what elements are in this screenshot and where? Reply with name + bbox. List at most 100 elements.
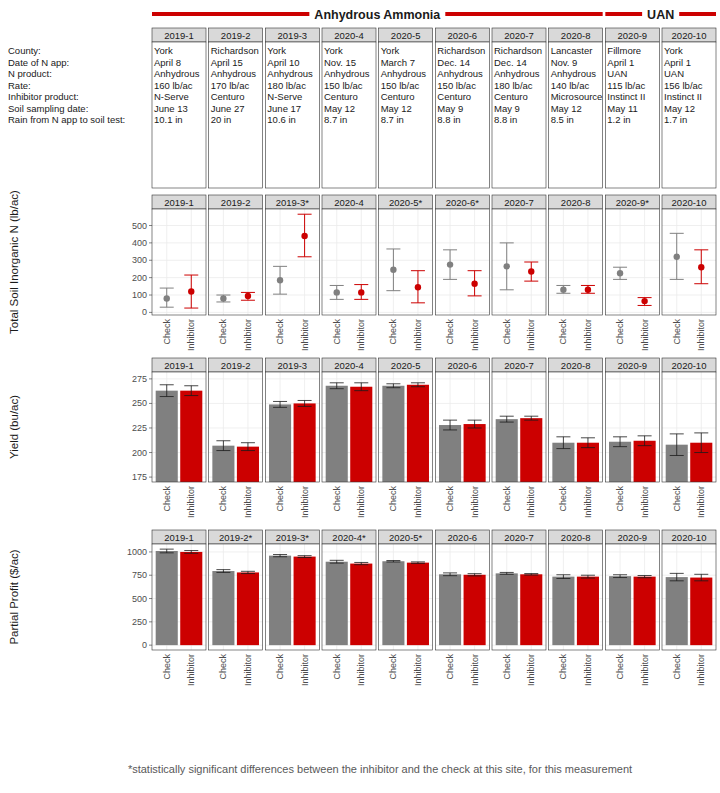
grid-line	[549, 225, 603, 226]
info-strip-title: 2020-8	[561, 30, 591, 41]
info-value: 150 lb/ac	[324, 80, 363, 91]
error-bar	[411, 271, 425, 303]
info-value: 1.7 in	[664, 114, 687, 125]
grid-line	[435, 225, 489, 226]
strip-title: 2020-4*	[332, 532, 366, 543]
error-bar	[330, 383, 344, 389]
info-value: 160 lb/ac	[154, 80, 193, 91]
grid-line	[492, 378, 546, 379]
error-bar-cap	[638, 575, 652, 576]
bar	[552, 443, 574, 482]
info-value: 115 lb/ac	[607, 80, 645, 91]
grid-line	[492, 242, 546, 243]
error-bar	[443, 573, 457, 576]
grid-line	[549, 575, 603, 576]
bar	[407, 385, 429, 482]
grid-line	[492, 312, 546, 313]
point	[390, 267, 396, 273]
panel-border	[209, 544, 263, 650]
error-bar	[638, 576, 652, 578]
error-bar	[411, 562, 425, 563]
error-bar-cap	[556, 578, 570, 579]
panel-border	[379, 544, 433, 650]
error-bar-cap	[694, 249, 708, 250]
error-bar-cap	[354, 564, 368, 565]
panel-border	[265, 544, 319, 650]
grid-line	[549, 378, 603, 379]
y-tick	[149, 645, 152, 646]
error-bar-cap	[638, 435, 652, 436]
error-bar-stem	[450, 420, 451, 430]
error-bar	[411, 383, 425, 387]
strip-title: 2020-5	[391, 360, 421, 371]
error-bar-cap	[556, 448, 570, 449]
grid-line	[379, 312, 433, 313]
info-row-label: N product:	[8, 68, 52, 79]
error-bar-cap	[638, 577, 652, 578]
grid-line	[435, 403, 489, 404]
strip	[322, 195, 376, 209]
x-tick-label: Inhibitor	[526, 486, 536, 518]
marks	[156, 549, 203, 645]
error-bar	[556, 575, 570, 579]
grid-line	[379, 551, 433, 552]
info-value: April 1	[664, 57, 691, 68]
error-bar-cap	[500, 422, 514, 423]
point	[585, 287, 591, 293]
marks	[552, 575, 599, 645]
error-bar-cap	[298, 256, 312, 257]
error-bar	[500, 572, 514, 574]
error-bar-cap	[411, 270, 425, 271]
error-bar-stem	[304, 400, 305, 406]
plot-bg	[662, 544, 716, 650]
plot-bg	[549, 544, 603, 650]
grid-line	[549, 312, 603, 313]
y-tick-label: 500	[132, 221, 147, 231]
x-tick-label: Inhibitor	[243, 654, 253, 686]
error-bar-stem	[701, 574, 702, 581]
info-strip	[435, 28, 489, 42]
error-bar	[524, 574, 538, 575]
y-tick	[149, 598, 152, 599]
info-strip-title: 2020-7	[504, 30, 534, 41]
error-bar-cap	[273, 554, 287, 555]
x-tick-label: Inhibitor	[696, 319, 706, 351]
error-bar	[613, 267, 627, 279]
info-value: Instinct II	[607, 91, 645, 102]
x-tick-label: Inhibitor	[470, 654, 480, 686]
bar	[237, 447, 259, 482]
info-body	[549, 42, 603, 188]
info-value: 140 lb/ac	[551, 80, 590, 91]
error-bar	[468, 271, 482, 296]
error-bar	[500, 243, 514, 290]
error-bar-cap	[298, 555, 312, 556]
error-bar-cap	[298, 214, 312, 215]
error-bar-cap	[670, 433, 684, 434]
error-bar-cap	[184, 385, 198, 386]
info-value: 150 lb/ac	[437, 80, 476, 91]
y-tick-label: 0	[142, 640, 147, 650]
plot-bg	[549, 209, 603, 315]
plot-bg	[379, 209, 433, 315]
y-tick-label: 750	[132, 570, 147, 580]
grid-line	[265, 260, 319, 261]
info-value: Dec. 14	[494, 57, 527, 68]
info-value: Microsource	[551, 91, 603, 102]
y-tick	[149, 551, 152, 552]
marks	[500, 243, 539, 290]
error-bar	[386, 384, 400, 388]
grid-line	[435, 242, 489, 243]
bar	[609, 576, 631, 645]
info-row-label: Rain from N app to soil test:	[8, 114, 125, 125]
marks	[613, 267, 652, 305]
error-bar-cap	[581, 575, 595, 576]
y-axis-title: Total Soil Inorganic N (lb/ac)	[8, 190, 20, 334]
grid-line	[265, 225, 319, 226]
y-tick	[149, 295, 152, 296]
bar	[577, 443, 599, 482]
grid-line	[265, 312, 319, 313]
x-tick-label: Inhibitor	[186, 486, 196, 518]
strip	[435, 195, 489, 209]
error-bar-cap	[613, 577, 627, 578]
error-bar-stem	[620, 437, 621, 447]
